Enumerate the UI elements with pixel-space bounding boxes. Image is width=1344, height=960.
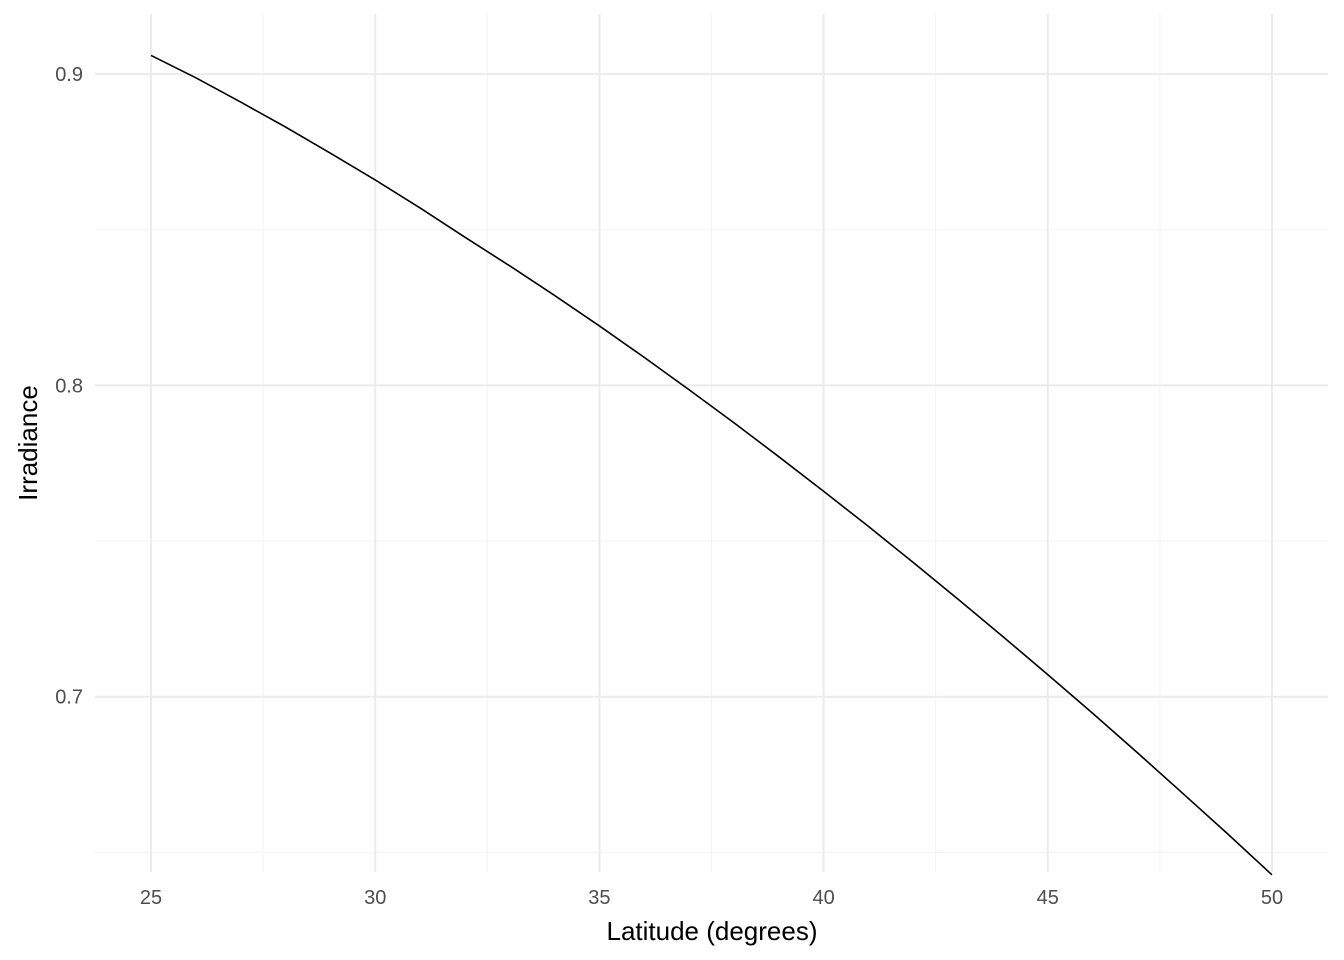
x-tick-label: 45: [1037, 887, 1059, 909]
x-axis-tick-labels: 25 30 35 40 45 50: [140, 887, 1283, 909]
y-tick-label: 0.7: [55, 687, 83, 709]
x-tick-label: 25: [140, 887, 162, 909]
data-series: [150, 54, 1273, 876]
x-tick-label: 35: [588, 887, 610, 909]
minor-gridlines: [95, 14, 1328, 872]
x-tick-label: 50: [1261, 887, 1283, 909]
y-tick-label: 0.8: [55, 375, 83, 397]
y-axis-tick-labels: 0.7 0.8 0.9: [55, 64, 83, 709]
x-tick-label: 40: [812, 887, 834, 909]
y-tick-label: 0.9: [55, 64, 83, 86]
x-axis-title: Latitude (degrees): [606, 916, 817, 946]
major-gridlines: [95, 14, 1328, 872]
series-line: [150, 54, 1273, 876]
x-tick-label: 30: [364, 887, 386, 909]
y-axis-title: Irradiance: [13, 385, 43, 501]
